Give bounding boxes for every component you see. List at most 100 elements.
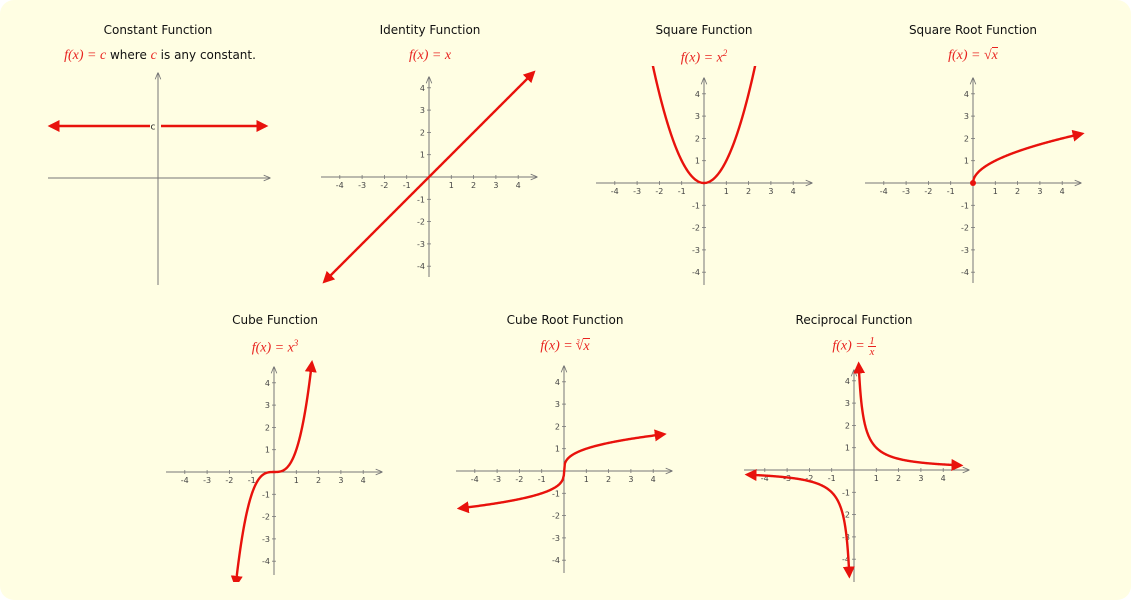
- y-tick-label: -1: [842, 488, 850, 497]
- constant-formula-var: c: [150, 48, 157, 63]
- y-tick-label: -2: [417, 218, 425, 227]
- y-tick-label: 3: [845, 399, 850, 408]
- sqrt-radical-icon: √: [983, 48, 992, 63]
- x-tick-label: 2: [471, 181, 476, 190]
- x-tick-label: 4: [1060, 187, 1065, 196]
- y-tick-label: -1: [262, 490, 270, 499]
- x-tick-label: -3: [493, 475, 501, 484]
- y-tick-label: 3: [555, 400, 560, 409]
- y-tick-label: -3: [417, 240, 425, 249]
- y-tick-label: -4: [961, 268, 969, 277]
- reciprocal-curve-negative: [744, 469, 855, 579]
- y-tick-label: 1: [265, 446, 270, 455]
- y-tick-label: -1: [961, 201, 969, 210]
- x-tick-label: -4: [611, 187, 619, 196]
- y-tick-label: 2: [265, 423, 270, 432]
- x-tick-label: -2: [380, 181, 388, 190]
- x-tick-label: -3: [203, 476, 211, 485]
- y-tick-label: 3: [695, 112, 700, 121]
- constant-graph: c: [47, 70, 280, 285]
- x-tick-label: -1: [678, 187, 686, 196]
- identity-formula: f(x) = x: [408, 48, 452, 63]
- x-tick-label: 1: [449, 181, 454, 190]
- constant-title: Constant Function: [103, 23, 213, 37]
- x-tick-label: -3: [902, 187, 910, 196]
- y-tick-label: 4: [695, 90, 700, 99]
- x-tick-label: 1: [724, 187, 729, 196]
- y-tick-label: -2: [262, 513, 270, 522]
- y-tick-label: 4: [420, 84, 425, 93]
- constant-formula: f(x) = c where c is any constant.: [30, 48, 290, 64]
- y-tick-label: -1: [417, 195, 425, 204]
- y-tick-label: -3: [262, 535, 270, 544]
- y-tick-label: 4: [964, 90, 969, 99]
- y-tick-label: -3: [552, 534, 560, 543]
- x-tick-label: -4: [880, 187, 888, 196]
- x-tick-label: 1: [584, 475, 589, 484]
- cuberoot-formula-rad: x: [583, 337, 590, 354]
- square-formula-base: f(x) = x: [680, 50, 723, 66]
- square-curve: [651, 66, 757, 185]
- cube-formula-exp: 3: [293, 338, 299, 348]
- constant-formula-lhs: f(x) = c: [64, 48, 107, 63]
- x-tick-label: -2: [655, 187, 663, 196]
- y-tick-label: 2: [420, 128, 425, 137]
- y-tick-label: 2: [695, 134, 700, 143]
- y-tick-label: -4: [417, 262, 425, 271]
- cuberoot-title: Cube Root Function: [506, 313, 624, 327]
- y-tick-label: 3: [265, 401, 270, 410]
- y-tick-label: -2: [552, 512, 560, 521]
- y-tick-label: 1: [695, 157, 700, 166]
- y-tick-label: -4: [692, 268, 700, 277]
- c-label: c: [151, 123, 156, 133]
- cuberoot-formula-idx: 3: [576, 338, 580, 346]
- cube-curve: [230, 360, 317, 582]
- cuberoot-graph: -4 -4 -3 -3 -2 -2 -1 -1 1 1 2 2 3 3 4 4: [456, 360, 680, 573]
- x-tick-label: -2: [515, 475, 523, 484]
- y-tick-label: 4: [555, 378, 560, 387]
- cube-formula: f(x) = x3: [145, 338, 405, 357]
- square-formula-exp: 2: [722, 48, 728, 58]
- constant-formula-tail: is any constant.: [156, 48, 256, 62]
- x-tick-label: 2: [746, 187, 751, 196]
- cuberoot-curve: [456, 429, 667, 514]
- y-tick-label: -3: [692, 246, 700, 255]
- x-tick-label: -1: [538, 475, 546, 484]
- y-tick-label: -4: [552, 556, 560, 565]
- cuberoot-radical-icon: √: [575, 338, 584, 354]
- y-tick-label: 2: [964, 134, 969, 143]
- square-formula: f(x) = x2: [574, 48, 834, 67]
- x-tick-label: 4: [791, 187, 796, 196]
- constant-formula-where: where: [106, 48, 151, 62]
- x-tick-label: -3: [633, 187, 641, 196]
- reciprocal-title: Reciprocal Function: [795, 313, 913, 327]
- y-tick-label: 1: [555, 445, 560, 454]
- y-tick-label: 4: [845, 377, 850, 386]
- cuberoot-formula: f(x) = 3√x: [435, 337, 695, 355]
- x-tick-label: -2: [924, 187, 932, 196]
- cube-title: Cube Function: [232, 313, 318, 327]
- reciprocal-curve-positive: [853, 361, 964, 471]
- cube-graph: -4 -4 -3 -3 -2 -2 -1 -1 1 1 2 2 3 3 4 4: [166, 360, 390, 582]
- x-tick-label: 3: [768, 187, 773, 196]
- x-tick-label: 4: [361, 476, 366, 485]
- x-tick-label: 2: [316, 476, 321, 485]
- x-tick-label: -2: [225, 476, 233, 485]
- x-tick-label: 4: [941, 474, 946, 483]
- y-tick-label: 3: [420, 106, 425, 115]
- square-graph: -4 -4 -3 -3 -2 -2 -1 -1 1 1 2 2 3 3 4 4: [596, 66, 820, 285]
- x-tick-label: 3: [338, 476, 343, 485]
- x-tick-label: -1: [828, 474, 836, 483]
- y-tick-label: 1: [964, 157, 969, 166]
- sqrt-formula-lhs: f(x) =: [948, 48, 984, 63]
- sqrt-origin-point: [970, 180, 976, 186]
- x-tick-label: -3: [358, 181, 366, 190]
- square-title: Square Function: [655, 23, 753, 37]
- x-tick-label: 3: [1037, 187, 1042, 196]
- y-tick-label: 4: [265, 379, 270, 388]
- y-tick-label: -2: [692, 224, 700, 233]
